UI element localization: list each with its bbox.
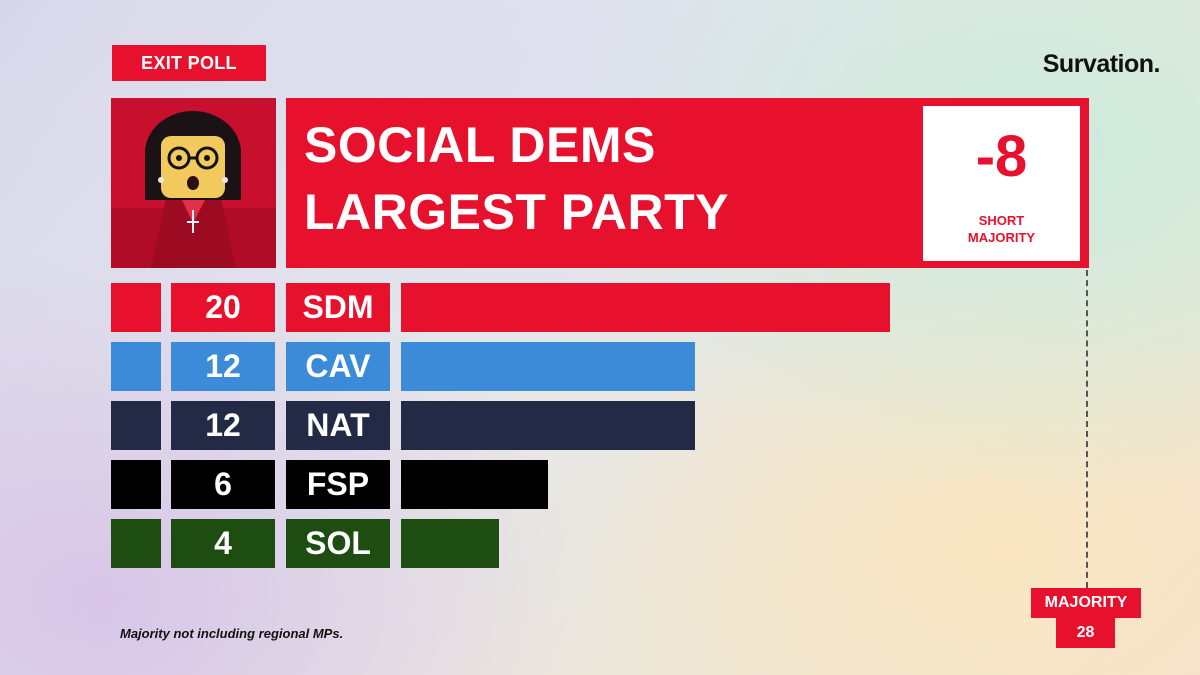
short-majority-box: -8 SHORT MAJORITY bbox=[923, 106, 1080, 261]
seat-bar-nat bbox=[401, 401, 695, 450]
party-swatch-sol bbox=[111, 519, 161, 568]
seat-bar-fsp bbox=[401, 460, 548, 509]
seat-bar-sol bbox=[401, 519, 499, 568]
seat-count-cav: 12 bbox=[171, 342, 275, 391]
party-swatch-fsp bbox=[111, 460, 161, 509]
headline-line-1: SOCIAL DEMS bbox=[304, 117, 656, 173]
party-code-sdm: SDM bbox=[286, 283, 390, 332]
majority-value: 28 bbox=[1056, 618, 1115, 648]
seat-count-nat: 12 bbox=[171, 401, 275, 450]
majority-label: MAJORITY bbox=[1031, 588, 1141, 618]
short-majority-value: -8 bbox=[975, 124, 1028, 189]
short-majority-label: SHORT MAJORITY bbox=[923, 212, 1080, 246]
leader-portrait bbox=[111, 98, 276, 268]
party-code-nat: NAT bbox=[286, 401, 390, 450]
seat-count-sol: 4 bbox=[171, 519, 275, 568]
majority-reference-line bbox=[1086, 270, 1088, 588]
headline-line-2: LARGEST PARTY bbox=[304, 184, 730, 240]
party-swatch-sdm bbox=[111, 283, 161, 332]
seat-count-sdm: 20 bbox=[171, 283, 275, 332]
exit-poll-badge: EXIT POLL bbox=[112, 45, 266, 81]
party-swatch-nat bbox=[111, 401, 161, 450]
party-code-fsp: FSP bbox=[286, 460, 390, 509]
footnote: Majority not including regional MPs. bbox=[120, 626, 344, 641]
survation-logo: Survation. bbox=[1042, 49, 1161, 78]
short-majority-label-line-1: SHORT bbox=[978, 213, 1025, 228]
seat-count-fsp: 6 bbox=[171, 460, 275, 509]
party-swatch-cav bbox=[111, 342, 161, 391]
party-code-cav: CAV bbox=[286, 342, 390, 391]
party-code-sol: SOL bbox=[286, 519, 390, 568]
seat-bar-cav bbox=[401, 342, 695, 391]
seat-bar-sdm bbox=[401, 283, 890, 332]
short-majority-label-line-2: MAJORITY bbox=[967, 230, 1036, 245]
